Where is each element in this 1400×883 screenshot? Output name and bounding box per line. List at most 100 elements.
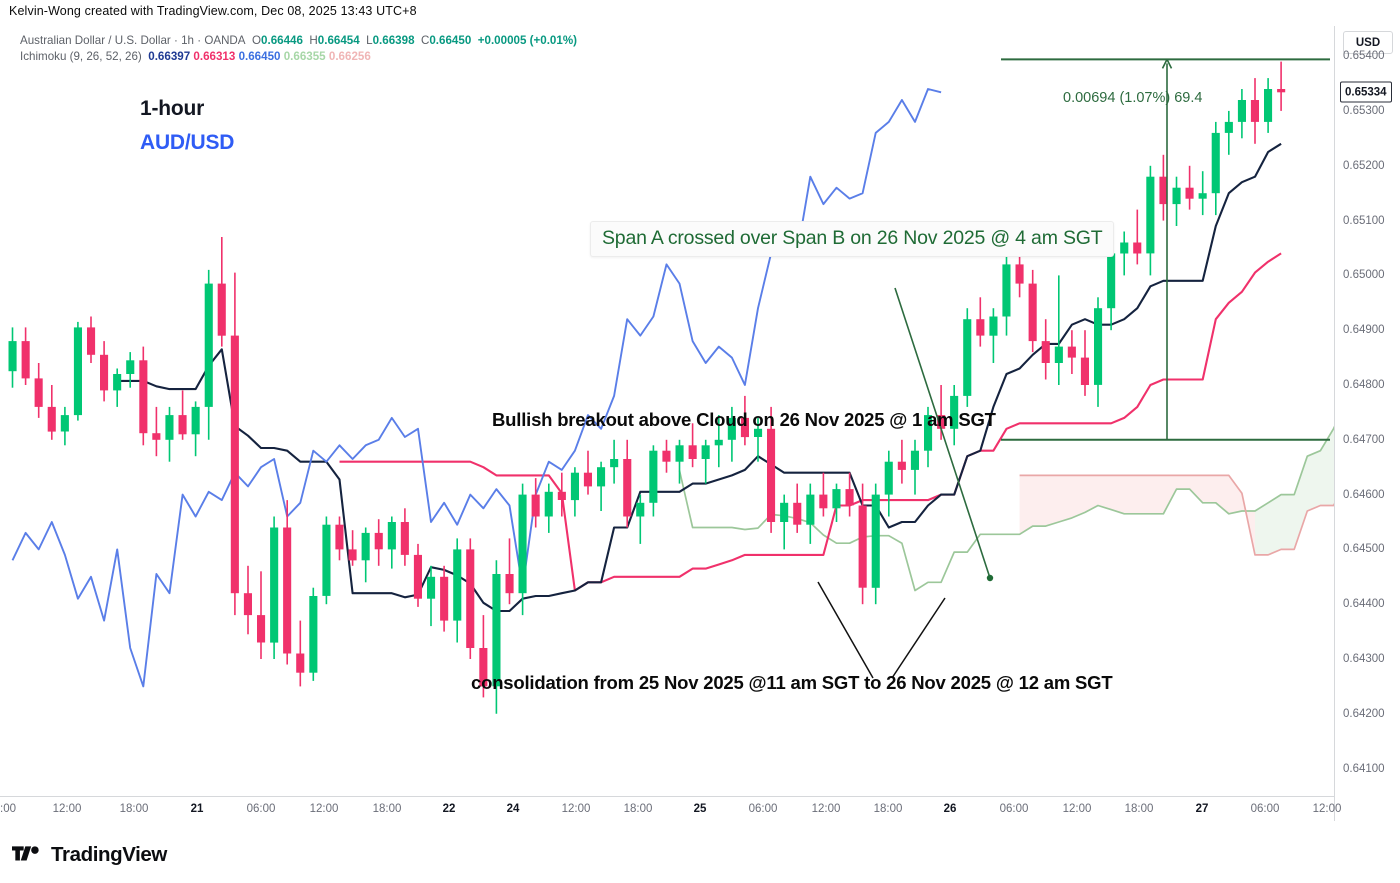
candle-body bbox=[780, 502, 789, 522]
candle-body bbox=[1133, 242, 1142, 254]
candle-body bbox=[740, 417, 749, 438]
chart-plot-area[interactable] bbox=[0, 26, 1334, 796]
candle-body bbox=[701, 445, 710, 459]
candle-body bbox=[714, 439, 723, 446]
annotation-span-cross[interactable]: Span A crossed over Span B on 26 Nov 202… bbox=[590, 221, 1115, 257]
candle-body bbox=[767, 428, 776, 522]
candle-body bbox=[257, 615, 266, 643]
candle-body bbox=[832, 489, 841, 509]
chikou-span-line bbox=[11, 88, 942, 688]
symbol-exchange: OANDA bbox=[204, 34, 246, 47]
candle-body bbox=[597, 467, 606, 487]
time-tick: 06:00 bbox=[1250, 803, 1280, 815]
price-tick: 0.65100 bbox=[1343, 214, 1385, 227]
price-tick: 0.65000 bbox=[1343, 269, 1385, 282]
time-tick: :00 bbox=[0, 803, 16, 815]
chart-canvas bbox=[8, 58, 1334, 714]
candle-body bbox=[1224, 121, 1233, 133]
candle-body bbox=[557, 491, 566, 500]
price-tick: 0.64900 bbox=[1343, 324, 1385, 337]
timeframe-label: 1-hour bbox=[140, 97, 205, 120]
time-tick: 18:00 bbox=[119, 803, 149, 815]
candle-body bbox=[989, 316, 998, 336]
annotation-consolidation[interactable]: consolidation from 25 Nov 2025 @11 am SG… bbox=[471, 672, 1113, 693]
candle-body bbox=[675, 445, 684, 462]
price-tick: 0.64800 bbox=[1343, 378, 1385, 391]
ichimoku-name: Ichimoku (9, 26, 52, 26) bbox=[20, 50, 142, 63]
currency-badge: USD bbox=[1343, 31, 1393, 54]
candle-body bbox=[453, 549, 462, 621]
candle-body bbox=[662, 450, 671, 462]
price-scale[interactable]: USD 0.65400 0.65300 0.65200 0.65100 0.65000 0… bbox=[1334, 26, 1400, 821]
price-tick: 0.65400 bbox=[1343, 50, 1385, 63]
candle-body bbox=[1107, 253, 1116, 309]
candle-body bbox=[361, 532, 370, 561]
candle-body bbox=[897, 461, 906, 470]
candle-body bbox=[113, 374, 122, 391]
cloud-bearish-fill bbox=[1019, 475, 1255, 555]
candle-body bbox=[858, 505, 867, 588]
time-tick: 26 bbox=[943, 803, 957, 815]
credit-line: Kelvin-Wong created with TradingView.com… bbox=[9, 4, 417, 18]
time-tick: 12:00 bbox=[1062, 803, 1092, 815]
candle-body bbox=[1198, 193, 1207, 199]
candle-body bbox=[191, 406, 200, 435]
cloud-bullish-fill bbox=[1255, 427, 1334, 555]
candle-body bbox=[34, 378, 43, 407]
annotation-bullish-breakout[interactable]: Bullish breakout above Cloud on 26 Nov 2… bbox=[492, 409, 996, 430]
candle-body bbox=[270, 527, 279, 643]
candle-body bbox=[139, 360, 148, 434]
tradingview-mark-icon bbox=[12, 845, 39, 860]
candle-body bbox=[754, 428, 763, 437]
candle-body bbox=[963, 319, 972, 396]
candle-body bbox=[610, 459, 619, 468]
candle-body bbox=[1277, 89, 1286, 93]
candle-body bbox=[440, 576, 449, 621]
candle-body bbox=[230, 335, 239, 594]
candle-body bbox=[845, 489, 854, 506]
tradingview-logo: TradingView bbox=[12, 843, 167, 867]
candle-body bbox=[1002, 264, 1011, 317]
ohlc-change: +0.00005 (+0.01%) bbox=[477, 34, 578, 47]
candle-body bbox=[806, 494, 815, 525]
symbol-title: Australian Dollar / U.S. Dollar bbox=[20, 34, 171, 47]
time-tick: 06:00 bbox=[748, 803, 778, 815]
candle-body bbox=[819, 494, 828, 509]
time-tick: 12:00 bbox=[561, 803, 591, 815]
candle-body bbox=[924, 415, 933, 451]
candle-body bbox=[466, 549, 475, 648]
price-tick: 0.65200 bbox=[1343, 159, 1385, 172]
ohlc-h-label: H bbox=[309, 34, 318, 47]
time-scale[interactable]: :00 12:00 18:00 21 06:00 12:00 18:00 22 24 12:00 1… bbox=[0, 796, 1341, 825]
candle-body bbox=[1237, 100, 1246, 122]
ohlc-c-label: C bbox=[420, 34, 430, 47]
ohlc-o-label: O bbox=[252, 34, 262, 47]
candle-body bbox=[243, 593, 252, 616]
ichimoku-legend: Ichimoku (9, 26, 52, 26) 0.66397 0.66313… bbox=[20, 49, 371, 65]
annotation-leader-consolidation-b bbox=[891, 597, 946, 679]
candle-body bbox=[374, 532, 383, 550]
time-tick: 18:00 bbox=[873, 803, 903, 815]
time-tick: 12:00 bbox=[1312, 803, 1342, 815]
time-tick: 24 bbox=[506, 803, 520, 815]
senkou-span-a-line bbox=[678, 425, 1334, 592]
candle-body bbox=[518, 494, 527, 594]
measurement-label: 0.00694 (1.07%) 69.4 bbox=[1063, 90, 1203, 106]
candle-body bbox=[322, 524, 331, 596]
candle-body bbox=[100, 354, 109, 391]
candle-body bbox=[296, 653, 305, 673]
candle-body bbox=[178, 415, 187, 435]
candle-body bbox=[1094, 308, 1103, 385]
tradingview-wordmark: TradingView bbox=[51, 843, 167, 866]
candle-body bbox=[47, 406, 56, 432]
time-tick: 18:00 bbox=[623, 803, 653, 815]
candle-body bbox=[348, 549, 357, 561]
candle-body bbox=[8, 341, 17, 372]
symbol-interval: 1h bbox=[181, 34, 194, 47]
ichimoku-chikou-value: 0.66450 bbox=[238, 50, 281, 63]
candle-body bbox=[73, 327, 82, 416]
candle-body bbox=[152, 433, 161, 440]
time-tick: 21 bbox=[190, 803, 204, 815]
price-tick: 0.64400 bbox=[1343, 598, 1385, 611]
ohlc-l-label: L bbox=[366, 34, 373, 47]
